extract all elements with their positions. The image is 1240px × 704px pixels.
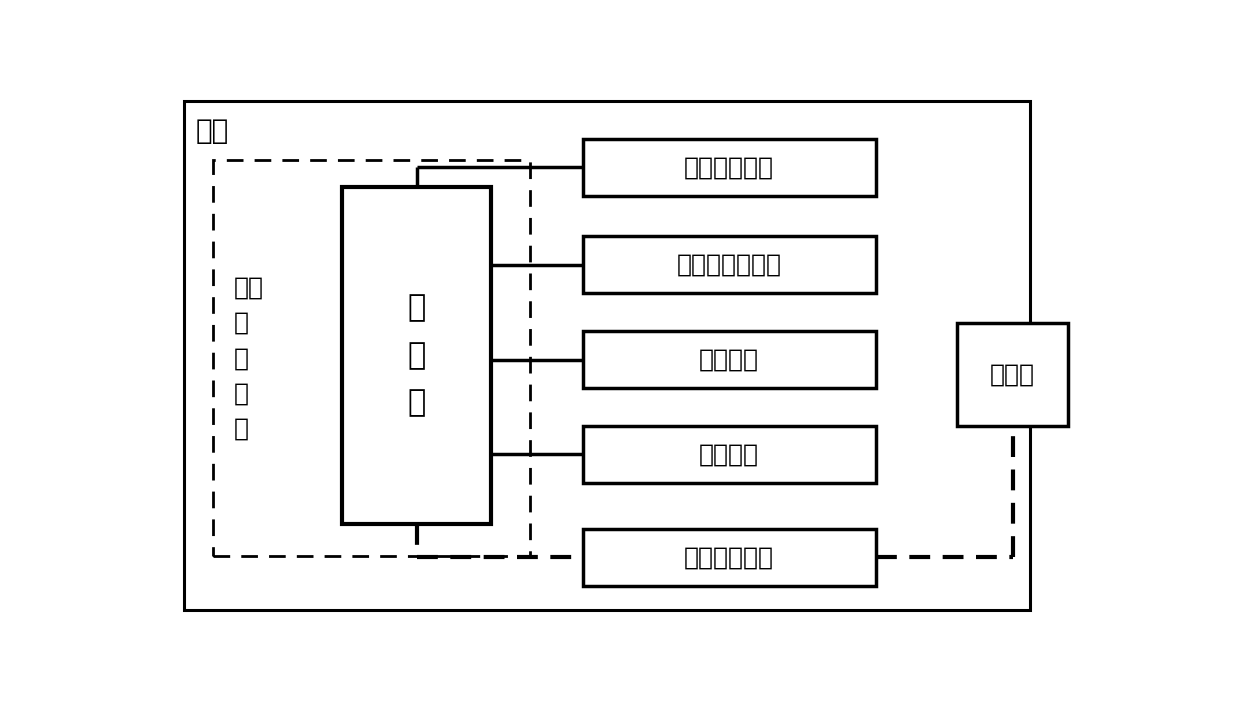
Text: 温度
控
制
系
统: 温度 控 制 系 统 <box>234 275 264 441</box>
Text: 供气系统: 供气系统 <box>699 442 759 467</box>
Text: 渗透率测量系统: 渗透率测量系统 <box>677 253 781 277</box>
Text: 冷库: 冷库 <box>196 117 228 145</box>
Text: 数据采集模块: 数据采集模块 <box>684 546 774 570</box>
Text: 工控机: 工控机 <box>991 363 1035 386</box>
Bar <box>583 426 875 483</box>
Bar <box>342 187 491 524</box>
Bar <box>583 529 875 586</box>
Bar <box>583 139 875 196</box>
Bar <box>184 101 1029 610</box>
Bar <box>213 161 529 556</box>
Text: 扫气检漏系统: 扫气检漏系统 <box>684 155 774 179</box>
Text: 反
应
鐷: 反 应 鐷 <box>408 294 427 417</box>
Bar <box>583 331 875 388</box>
Bar <box>583 237 875 293</box>
Bar <box>957 323 1068 426</box>
Text: 供水系统: 供水系统 <box>699 348 759 372</box>
